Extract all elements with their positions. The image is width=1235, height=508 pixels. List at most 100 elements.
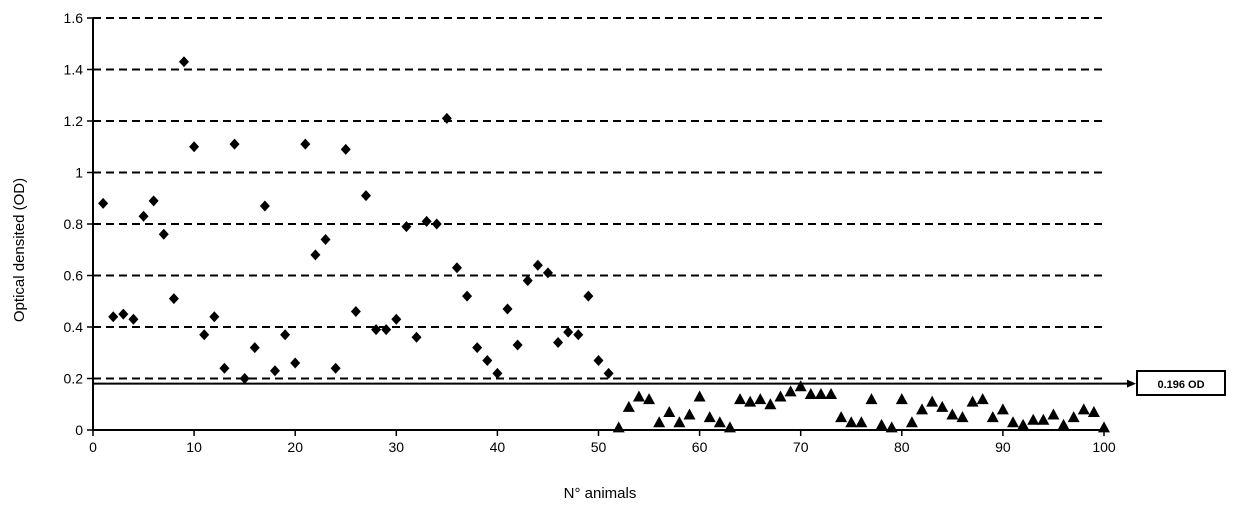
triangle-point bbox=[703, 411, 716, 423]
x-tick-label: 80 bbox=[894, 439, 910, 455]
triangle-point bbox=[855, 416, 868, 428]
triangle-point bbox=[976, 393, 989, 405]
reference-arrowhead bbox=[1127, 379, 1136, 388]
triangle-point bbox=[966, 395, 979, 407]
triangle-point bbox=[734, 393, 747, 405]
x-tick-label: 0 bbox=[89, 439, 97, 455]
y-tick-label: 1.2 bbox=[64, 113, 84, 129]
y-axis-title: Optical densited (OD) bbox=[11, 178, 28, 322]
x-tick-label: 50 bbox=[591, 439, 607, 455]
triangle-point bbox=[1098, 421, 1110, 433]
triangle-point bbox=[845, 416, 858, 428]
triangle-point bbox=[835, 411, 848, 423]
y-tick-label: 1.4 bbox=[64, 62, 84, 78]
diamond-point bbox=[583, 290, 594, 302]
gridlines bbox=[93, 17, 1104, 380]
diamond-point bbox=[502, 303, 513, 315]
diamond-point bbox=[269, 365, 280, 377]
triangle-point bbox=[713, 416, 726, 428]
diamond-point bbox=[512, 339, 523, 351]
diamond-point bbox=[330, 362, 341, 374]
y-tick-label: 1.6 bbox=[64, 10, 84, 26]
triangle-point bbox=[784, 385, 797, 397]
triangle-point bbox=[643, 393, 656, 405]
diamond-point bbox=[360, 190, 371, 202]
triangle-point bbox=[1027, 413, 1040, 425]
diamond-point bbox=[553, 336, 564, 348]
diamond-point bbox=[138, 210, 149, 222]
triangle-point bbox=[926, 395, 939, 407]
triangle-point bbox=[622, 400, 635, 412]
triangle-point bbox=[814, 387, 827, 399]
triangle-point bbox=[1037, 413, 1050, 425]
x-tick-label: 90 bbox=[995, 439, 1011, 455]
triangle-point bbox=[956, 411, 969, 423]
triangle-point bbox=[723, 421, 736, 433]
triangle-point bbox=[653, 416, 666, 428]
diamond-point bbox=[290, 357, 301, 369]
triangle-point bbox=[693, 390, 706, 402]
triangle-point bbox=[612, 421, 625, 433]
diamond-point bbox=[189, 141, 200, 153]
triangle-point bbox=[946, 408, 959, 420]
diamond-point bbox=[229, 138, 240, 150]
diamond-point bbox=[320, 233, 331, 245]
triangle-point bbox=[744, 395, 757, 407]
diamond-point bbox=[421, 215, 432, 227]
diamond-point bbox=[128, 313, 139, 325]
diamond-point bbox=[573, 329, 584, 341]
diamond-point bbox=[441, 112, 452, 124]
triangle-point bbox=[683, 408, 696, 420]
reference-line-group: 0.196 OD bbox=[93, 370, 1226, 396]
triangle-point bbox=[1017, 418, 1030, 430]
triangle-point bbox=[794, 380, 807, 392]
y-tick-label: 0.8 bbox=[64, 216, 84, 232]
y-tick-label: 0 bbox=[75, 422, 83, 438]
tick-labels: 0 0.2 0.4 0.6 0.8 1 1.2 1.4 1.6 0 10 20 30 40 50 60 70 80… bbox=[64, 10, 1116, 455]
triangle-point bbox=[905, 416, 918, 428]
triangle-point bbox=[804, 387, 817, 399]
diamond-point bbox=[350, 306, 361, 318]
diamond-point bbox=[563, 326, 574, 338]
triangle-point bbox=[1007, 416, 1020, 428]
diamond-point bbox=[401, 221, 412, 233]
triangle-point bbox=[764, 398, 777, 410]
triangle-point bbox=[774, 390, 787, 402]
diamond-point bbox=[219, 362, 230, 374]
diamond-point bbox=[259, 200, 270, 212]
triangle-point bbox=[916, 403, 929, 415]
triangle-point bbox=[1057, 418, 1070, 430]
diamond-point bbox=[532, 259, 543, 271]
x-tick-label: 30 bbox=[389, 439, 405, 455]
x-tick-label: 100 bbox=[1092, 439, 1116, 455]
diamond-point bbox=[209, 311, 220, 323]
diamond-point bbox=[482, 354, 493, 366]
diamond-point bbox=[371, 324, 382, 336]
diamond-point bbox=[310, 249, 321, 261]
triangle-point bbox=[936, 400, 949, 412]
x-tick-label: 70 bbox=[793, 439, 809, 455]
triangle-point bbox=[673, 416, 686, 428]
diamond-point bbox=[300, 138, 311, 150]
triangle-point bbox=[632, 390, 645, 402]
y-tick-label: 0.2 bbox=[64, 371, 84, 387]
diamond-point bbox=[280, 329, 291, 341]
diamond-point bbox=[148, 195, 159, 207]
triangle-point bbox=[1077, 403, 1090, 415]
diamond-point bbox=[178, 56, 189, 68]
triangle-point bbox=[1047, 408, 1060, 420]
diamond-point bbox=[411, 331, 422, 343]
diamond-point bbox=[381, 324, 392, 336]
x-tick-label: 60 bbox=[692, 439, 708, 455]
diamond-point bbox=[168, 293, 179, 305]
y-tick-label: 0.6 bbox=[64, 268, 84, 284]
diamond-point bbox=[239, 373, 250, 384]
diamond-point bbox=[472, 342, 483, 354]
triangle-point bbox=[1067, 411, 1080, 423]
diamond-point bbox=[522, 275, 533, 287]
triangle-point bbox=[1087, 405, 1100, 417]
diamond-point bbox=[492, 367, 503, 379]
x-tick-label: 20 bbox=[287, 439, 303, 455]
diamond-point bbox=[542, 267, 553, 279]
